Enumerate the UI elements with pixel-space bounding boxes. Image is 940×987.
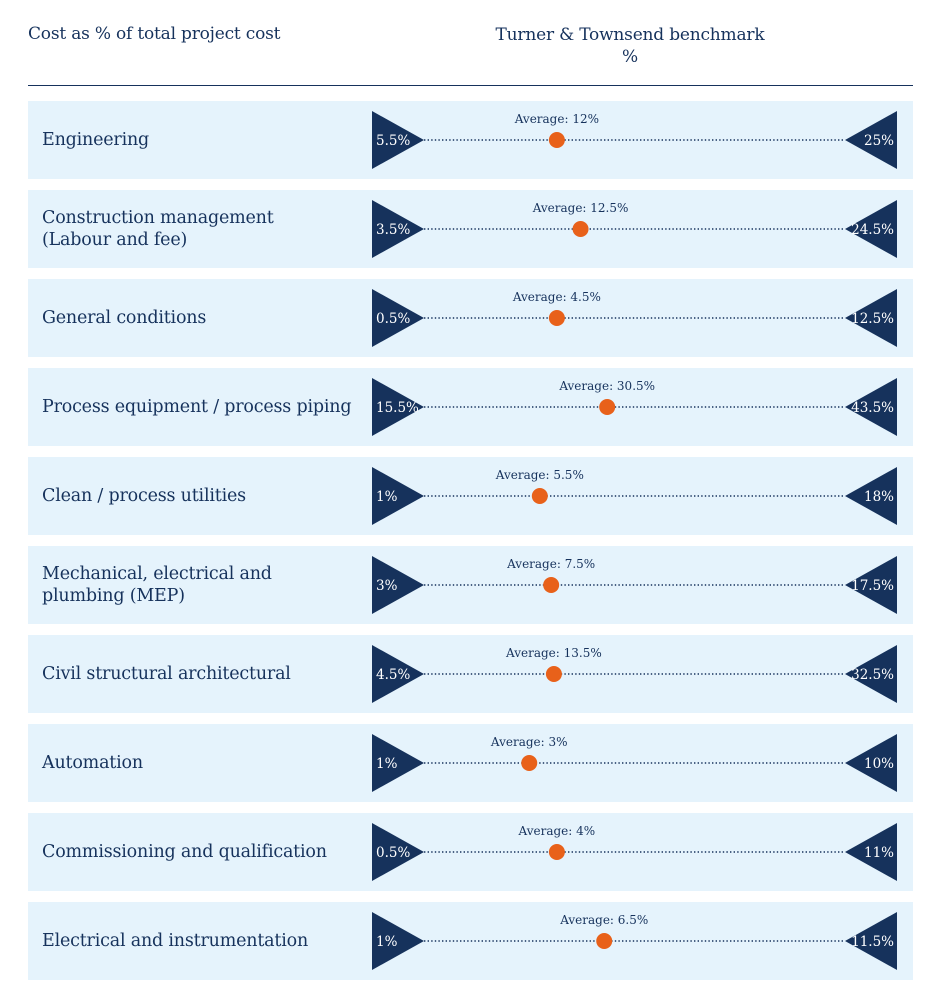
average-label: Average: 12.5% <box>532 201 629 215</box>
average-dot <box>548 132 565 148</box>
max-marker <box>845 378 897 436</box>
average-dot <box>545 666 562 682</box>
average-dot <box>521 755 538 771</box>
min-label: 15.5% <box>376 400 419 416</box>
column-header-benchmark: Turner & Townsend benchmark % <box>470 24 790 68</box>
max-label: 25% <box>864 133 894 149</box>
min-marker <box>372 734 424 792</box>
max-marker <box>845 734 897 792</box>
row-label: Automation <box>42 724 362 802</box>
average-label: Average: 7.5% <box>506 557 595 571</box>
header-divider <box>28 85 913 86</box>
benchmark-title: Turner & Townsend benchmark <box>495 25 765 45</box>
min-marker <box>372 823 424 881</box>
table-row: Construction management (Labour and fee) <box>28 190 913 268</box>
min-marker <box>372 556 424 614</box>
table-row: Process equipment / process piping <box>28 368 913 446</box>
table-row: Civil structural architectural <box>28 635 913 713</box>
table-row: General conditions <box>28 279 913 357</box>
category-label: Automation <box>42 753 143 773</box>
category-label: Electrical and instrumentation <box>42 931 309 951</box>
min-marker <box>372 111 424 169</box>
min-label: 1% <box>376 756 398 772</box>
table-row: Mechanical, electrical and plumbing (MEP… <box>28 546 913 624</box>
average-label: Average: 30.5% <box>558 379 655 393</box>
max-label: 17.5% <box>851 578 894 594</box>
average-dot <box>572 221 589 237</box>
row-label: Civil structural architectural <box>42 635 362 713</box>
min-marker <box>372 912 424 970</box>
table-row: Clean / process utilities <box>28 457 913 535</box>
category-label: Construction management (Labour and fee) <box>42 208 274 250</box>
category-label: Engineering <box>42 130 150 150</box>
min-label: 4.5% <box>376 667 410 683</box>
row-label: General conditions <box>42 279 362 357</box>
table-row: Commissioning and qualification <box>28 813 913 891</box>
min-label: 3.5% <box>376 222 410 238</box>
min-label: 1% <box>376 489 398 505</box>
max-marker <box>845 289 897 347</box>
min-marker <box>372 467 424 525</box>
average-label: Average: 3% <box>490 735 568 749</box>
row-label: Engineering <box>42 101 362 179</box>
max-marker <box>845 467 897 525</box>
max-label: 11% <box>864 845 894 861</box>
min-marker <box>372 200 424 258</box>
average-dot <box>599 399 616 415</box>
max-label: 10% <box>864 756 894 772</box>
category-label: Commissioning and qualification <box>42 842 327 862</box>
min-marker <box>372 378 424 436</box>
max-label: 43.5% <box>851 400 894 416</box>
max-label: 24.5% <box>851 222 894 238</box>
min-label: 0.5% <box>376 845 410 861</box>
max-marker <box>845 912 897 970</box>
category-label: Process equipment / process piping <box>42 397 352 417</box>
row-label: Commissioning and qualification <box>42 813 362 891</box>
category-label: Clean / process utilities <box>42 486 246 506</box>
max-label: 32.5% <box>851 667 894 683</box>
row-label: Clean / process utilities <box>42 457 362 535</box>
average-label: Average: 6.5% <box>559 913 648 927</box>
average-label: Average: 5.5% <box>495 468 584 482</box>
average-dot <box>543 577 560 593</box>
row-label: Construction management (Labour and fee) <box>42 190 362 268</box>
row-label: Electrical and instrumentation <box>42 902 362 980</box>
min-marker <box>372 645 424 703</box>
category-label: Civil structural architectural <box>42 664 291 684</box>
min-label: 3% <box>376 578 398 594</box>
row-label: Process equipment / process piping <box>42 368 362 446</box>
min-label: 1% <box>376 934 398 950</box>
max-label: 11.5% <box>851 934 894 950</box>
max-label: 18% <box>864 489 894 505</box>
min-label: 0.5% <box>376 311 410 327</box>
benchmark-unit: % <box>622 47 638 67</box>
table-row: Engineering <box>28 101 913 179</box>
min-marker <box>372 289 424 347</box>
average-dot <box>596 933 613 949</box>
max-label: 12.5% <box>851 311 894 327</box>
max-marker <box>845 111 897 169</box>
category-label: Mechanical, electrical and plumbing (MEP… <box>42 564 272 606</box>
max-marker <box>845 200 897 258</box>
table-row: Electrical and instrumentation <box>28 902 913 980</box>
average-dot <box>531 488 548 504</box>
category-label: General conditions <box>42 308 207 328</box>
max-marker <box>845 823 897 881</box>
table-row: Automation <box>28 724 913 802</box>
row-label: Mechanical, electrical and plumbing (MEP… <box>42 546 362 624</box>
average-label: Average: 12% <box>514 112 599 126</box>
average-dot <box>548 844 565 860</box>
average-label: Average: 13.5% <box>505 646 602 660</box>
column-header-cost: Cost as % of total project cost <box>28 24 281 44</box>
max-marker <box>845 645 897 703</box>
average-label: Average: 4% <box>518 824 596 838</box>
average-dot <box>548 310 565 326</box>
max-marker <box>845 556 897 614</box>
min-label: 5.5% <box>376 133 410 149</box>
average-label: Average: 4.5% <box>512 290 601 304</box>
